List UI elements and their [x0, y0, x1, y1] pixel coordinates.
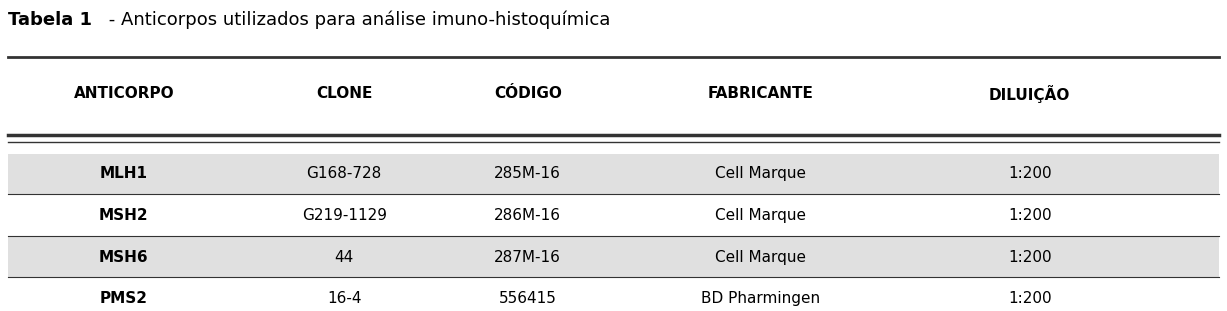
Text: - Anticorpos utilizados para análise imuno-histoquímica: - Anticorpos utilizados para análise imu… — [103, 11, 610, 29]
Text: MSH6: MSH6 — [99, 250, 148, 265]
Text: MSH2: MSH2 — [99, 208, 148, 223]
Text: Cell Marque: Cell Marque — [715, 208, 806, 223]
Text: 556415: 556415 — [499, 291, 557, 306]
FancyBboxPatch shape — [7, 237, 1220, 277]
Text: 286M-16: 286M-16 — [494, 208, 561, 223]
Text: CÓDIGO: CÓDIGO — [493, 86, 562, 101]
FancyBboxPatch shape — [7, 154, 1220, 194]
Text: ANTICORPO: ANTICORPO — [74, 86, 174, 101]
Text: DILUIÇÃO: DILUIÇÃO — [989, 85, 1070, 103]
Text: 16-4: 16-4 — [326, 291, 362, 306]
Text: 1:200: 1:200 — [1007, 291, 1052, 306]
Text: 1:200: 1:200 — [1007, 208, 1052, 223]
Text: 285M-16: 285M-16 — [494, 166, 561, 182]
Text: Tabela 1: Tabela 1 — [7, 11, 92, 29]
Text: BD Pharmingen: BD Pharmingen — [701, 291, 820, 306]
Text: G219-1129: G219-1129 — [302, 208, 387, 223]
Text: PMS2: PMS2 — [99, 291, 147, 306]
Text: FABRICANTE: FABRICANTE — [708, 86, 814, 101]
Text: MLH1: MLH1 — [99, 166, 147, 182]
Text: 1:200: 1:200 — [1007, 166, 1052, 182]
Text: CLONE: CLONE — [317, 86, 372, 101]
Text: G168-728: G168-728 — [307, 166, 382, 182]
Text: Cell Marque: Cell Marque — [715, 166, 806, 182]
Text: Cell Marque: Cell Marque — [715, 250, 806, 265]
Text: 1:200: 1:200 — [1007, 250, 1052, 265]
Text: 287M-16: 287M-16 — [494, 250, 561, 265]
Text: 44: 44 — [335, 250, 353, 265]
